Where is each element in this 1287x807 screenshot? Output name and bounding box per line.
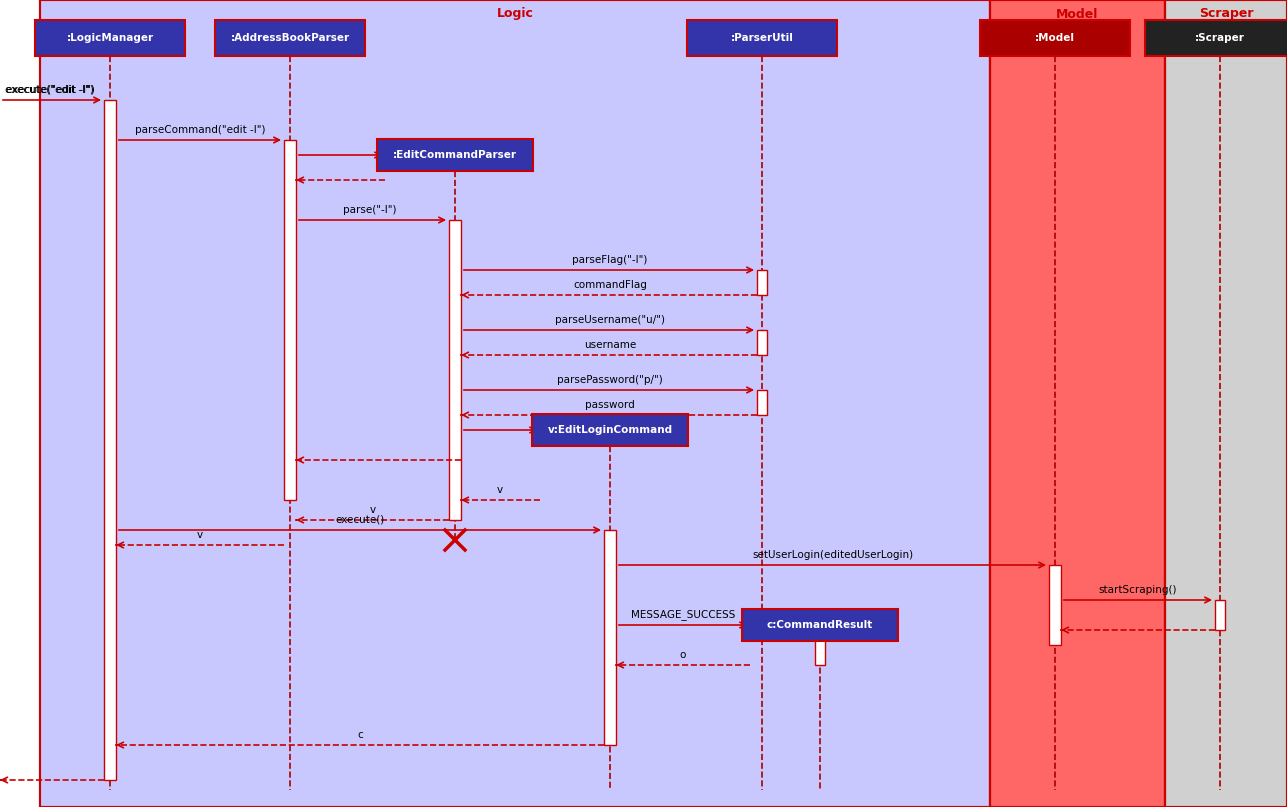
- Text: execute(): execute(): [336, 515, 385, 525]
- Bar: [757, 390, 767, 415]
- FancyBboxPatch shape: [743, 609, 898, 641]
- Text: username: username: [584, 340, 636, 350]
- Bar: [1165, 0, 1287, 807]
- Bar: [604, 530, 616, 745]
- Bar: [757, 270, 767, 295]
- Text: :EditCommandParser: :EditCommandParser: [393, 150, 517, 160]
- Text: c: c: [356, 730, 363, 740]
- Text: :Scraper: :Scraper: [1196, 33, 1245, 43]
- Text: parse("-l"): parse("-l"): [344, 205, 396, 215]
- Text: execute("edit -l"): execute("edit -l"): [5, 85, 94, 95]
- Text: v:EditLoginCommand: v:EditLoginCommand: [547, 425, 673, 435]
- Text: MESSAGE_SUCCESS: MESSAGE_SUCCESS: [631, 609, 735, 620]
- Text: parseFlag("-l"): parseFlag("-l"): [573, 255, 647, 265]
- Text: v: v: [197, 530, 203, 540]
- Text: setUserLogin(editedUserLogin): setUserLogin(editedUserLogin): [753, 550, 914, 560]
- Text: Scraper: Scraper: [1198, 7, 1254, 20]
- Text: :Model: :Model: [1035, 33, 1075, 43]
- Text: Logic: Logic: [497, 7, 533, 20]
- Text: :ParserUtil: :ParserUtil: [731, 33, 794, 43]
- Bar: [757, 330, 767, 355]
- Text: password: password: [586, 400, 634, 410]
- Bar: [40, 0, 990, 807]
- Bar: [990, 0, 1165, 807]
- Bar: [1049, 565, 1060, 645]
- FancyBboxPatch shape: [1145, 20, 1287, 56]
- Bar: [284, 140, 296, 500]
- Text: v: v: [369, 505, 376, 515]
- Bar: [1165, 0, 1287, 807]
- Text: o: o: [680, 650, 686, 660]
- Text: parsePassword("p/"): parsePassword("p/"): [557, 375, 663, 385]
- Text: commandFlag: commandFlag: [573, 280, 647, 290]
- FancyBboxPatch shape: [35, 20, 185, 56]
- FancyBboxPatch shape: [377, 139, 533, 171]
- Text: v: v: [497, 485, 503, 495]
- Bar: [815, 625, 825, 665]
- Text: parseCommand("edit -l"): parseCommand("edit -l"): [135, 125, 265, 135]
- Text: Model: Model: [1057, 7, 1099, 20]
- Bar: [104, 100, 116, 780]
- Text: :AddressBookParser: :AddressBookParser: [230, 33, 350, 43]
- Bar: [1215, 600, 1225, 630]
- Text: c:CommandResult: c:CommandResult: [767, 620, 873, 630]
- Text: startScraping(): startScraping(): [1099, 585, 1178, 595]
- Text: parseUsername("u/"): parseUsername("u/"): [555, 315, 665, 325]
- Text: :LogicManager: :LogicManager: [67, 33, 153, 43]
- Bar: [40, 0, 990, 807]
- FancyBboxPatch shape: [687, 20, 837, 56]
- FancyBboxPatch shape: [215, 20, 366, 56]
- FancyBboxPatch shape: [532, 414, 689, 446]
- FancyBboxPatch shape: [979, 20, 1130, 56]
- Bar: [449, 220, 461, 520]
- Bar: [990, 0, 1165, 807]
- Text: execute("edit -l"): execute("edit -l"): [5, 85, 94, 95]
